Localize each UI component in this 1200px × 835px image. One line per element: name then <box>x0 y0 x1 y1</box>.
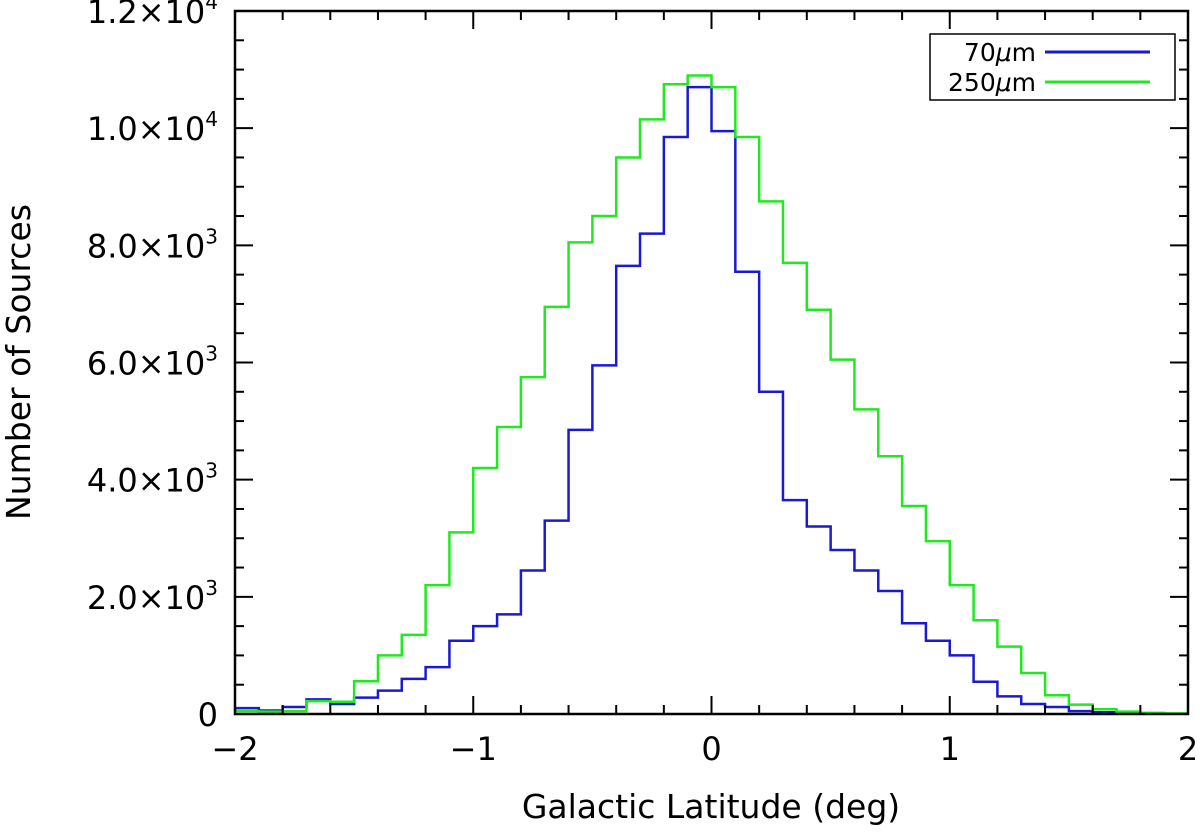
x-tick-label: 0 <box>701 730 721 768</box>
y-tick-label: 1.2×104 <box>87 0 218 31</box>
tick-labels-layer: −2 −1 0 1 2 0 2.0×103 4.0×103 6.0×103 8.0×103 1.0×… <box>87 0 1198 768</box>
series-layer <box>235 74 1188 715</box>
ticks-layer <box>234 10 1189 715</box>
legend-box <box>929 33 1176 101</box>
y-tick-label: 4.0×103 <box>87 459 218 500</box>
legend-entry-70um: 70μm <box>964 38 1150 67</box>
series-line-250um <box>235 74 1188 715</box>
y-tick-label: 2.0×103 <box>87 576 218 617</box>
series-line-70um <box>235 85 1188 715</box>
legend: 70μm 250μm <box>929 33 1176 101</box>
y-tick-label: 0 <box>198 696 218 734</box>
legend-label-250um: 250μm <box>948 68 1036 97</box>
x-tick-label: 1 <box>940 730 960 768</box>
x-axis-title: Galactic Latitude (deg) <box>522 787 900 826</box>
x-tick-label: −1 <box>450 730 497 768</box>
y-tick-label: 6.0×103 <box>87 342 218 383</box>
x-tick-label: 2 <box>1178 730 1198 768</box>
y-tick-label: 1.0×104 <box>87 107 218 148</box>
legend-entry-250um: 250μm <box>948 68 1150 97</box>
legend-label-70um: 70μm <box>964 38 1036 67</box>
y-tick-label: 8.0×103 <box>87 224 218 265</box>
x-tick-label: −2 <box>211 730 258 768</box>
y-axis-title: Number of Sources <box>0 204 38 520</box>
